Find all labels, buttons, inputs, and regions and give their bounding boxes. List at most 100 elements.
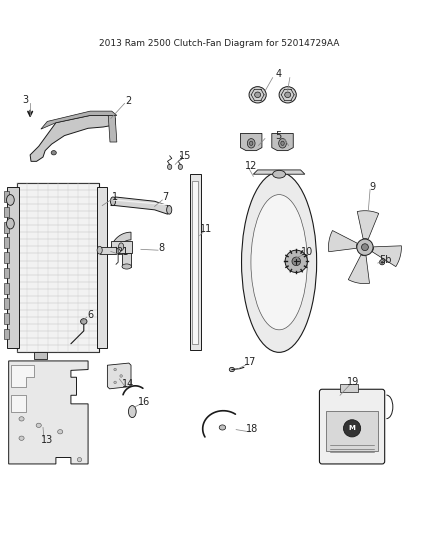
Ellipse shape xyxy=(249,87,266,103)
Polygon shape xyxy=(4,252,9,263)
Polygon shape xyxy=(17,183,99,352)
Ellipse shape xyxy=(19,436,24,440)
Text: 12: 12 xyxy=(245,160,258,171)
Polygon shape xyxy=(9,361,88,464)
Ellipse shape xyxy=(114,368,117,371)
Ellipse shape xyxy=(281,141,284,146)
Polygon shape xyxy=(111,197,171,214)
Polygon shape xyxy=(4,328,9,340)
Polygon shape xyxy=(328,230,357,252)
Ellipse shape xyxy=(285,92,291,98)
Text: 10: 10 xyxy=(301,247,314,257)
Ellipse shape xyxy=(128,406,136,417)
Polygon shape xyxy=(7,187,19,348)
Text: 6: 6 xyxy=(87,310,93,320)
Ellipse shape xyxy=(343,420,360,437)
Polygon shape xyxy=(97,187,106,348)
Polygon shape xyxy=(123,253,131,266)
Ellipse shape xyxy=(36,423,41,427)
Text: 18: 18 xyxy=(245,424,258,434)
Ellipse shape xyxy=(254,92,261,98)
Polygon shape xyxy=(340,384,358,392)
Bar xyxy=(326,411,378,450)
Text: 5b: 5b xyxy=(379,255,392,265)
Polygon shape xyxy=(11,365,35,386)
Polygon shape xyxy=(11,395,26,413)
Polygon shape xyxy=(100,247,116,254)
Text: 21: 21 xyxy=(116,247,129,257)
Polygon shape xyxy=(4,313,9,324)
Ellipse shape xyxy=(279,139,286,148)
Polygon shape xyxy=(372,246,401,266)
Ellipse shape xyxy=(78,457,81,462)
Ellipse shape xyxy=(272,171,286,178)
FancyBboxPatch shape xyxy=(319,389,385,464)
Text: 9: 9 xyxy=(370,182,376,192)
Ellipse shape xyxy=(58,430,63,434)
Polygon shape xyxy=(35,352,47,359)
Ellipse shape xyxy=(250,141,253,146)
Text: 2: 2 xyxy=(125,96,131,106)
Ellipse shape xyxy=(51,151,57,155)
Ellipse shape xyxy=(166,206,172,214)
Ellipse shape xyxy=(178,164,183,169)
Ellipse shape xyxy=(279,87,296,103)
Ellipse shape xyxy=(81,319,87,324)
Polygon shape xyxy=(4,237,9,248)
Ellipse shape xyxy=(247,139,255,148)
Ellipse shape xyxy=(7,218,14,229)
Polygon shape xyxy=(240,133,262,151)
Text: 3: 3 xyxy=(22,95,28,105)
Ellipse shape xyxy=(114,381,117,384)
Text: 15: 15 xyxy=(178,151,191,161)
Polygon shape xyxy=(4,191,9,202)
Ellipse shape xyxy=(292,257,300,265)
Ellipse shape xyxy=(120,375,123,377)
Polygon shape xyxy=(4,298,9,309)
Polygon shape xyxy=(30,116,115,161)
Ellipse shape xyxy=(167,164,172,169)
Text: 16: 16 xyxy=(138,397,150,407)
Text: 2013 Ram 2500 Clutch-Fan Diagram for 52014729AA: 2013 Ram 2500 Clutch-Fan Diagram for 520… xyxy=(99,39,339,48)
Ellipse shape xyxy=(119,243,124,251)
Polygon shape xyxy=(108,116,117,142)
Ellipse shape xyxy=(219,425,226,430)
Polygon shape xyxy=(111,241,132,253)
Text: M: M xyxy=(349,425,356,431)
Polygon shape xyxy=(190,174,201,350)
Polygon shape xyxy=(357,211,379,239)
Polygon shape xyxy=(192,181,198,344)
Polygon shape xyxy=(4,268,9,278)
Text: 14: 14 xyxy=(122,378,134,389)
Polygon shape xyxy=(253,170,305,174)
Ellipse shape xyxy=(380,260,385,265)
Ellipse shape xyxy=(381,261,383,263)
Ellipse shape xyxy=(110,197,116,206)
Text: 4: 4 xyxy=(275,69,281,79)
Text: 11: 11 xyxy=(201,224,213,234)
Text: 5: 5 xyxy=(275,131,281,141)
Text: 1: 1 xyxy=(112,192,118,202)
Text: 13: 13 xyxy=(41,435,53,446)
Ellipse shape xyxy=(361,244,368,251)
Text: 19: 19 xyxy=(347,377,359,387)
Ellipse shape xyxy=(251,195,307,330)
Ellipse shape xyxy=(241,172,317,352)
Text: 8: 8 xyxy=(158,244,164,254)
Text: 7: 7 xyxy=(162,192,169,202)
Ellipse shape xyxy=(19,417,24,421)
Text: 17: 17 xyxy=(244,357,256,367)
Polygon shape xyxy=(41,111,117,129)
Polygon shape xyxy=(272,133,293,151)
Polygon shape xyxy=(110,232,131,253)
Polygon shape xyxy=(4,283,9,294)
Polygon shape xyxy=(4,222,9,232)
Ellipse shape xyxy=(230,367,234,372)
Polygon shape xyxy=(348,255,370,284)
Ellipse shape xyxy=(286,259,290,263)
Ellipse shape xyxy=(122,264,131,269)
Polygon shape xyxy=(107,363,131,389)
Ellipse shape xyxy=(97,246,102,254)
Polygon shape xyxy=(4,207,9,217)
Ellipse shape xyxy=(285,250,307,272)
